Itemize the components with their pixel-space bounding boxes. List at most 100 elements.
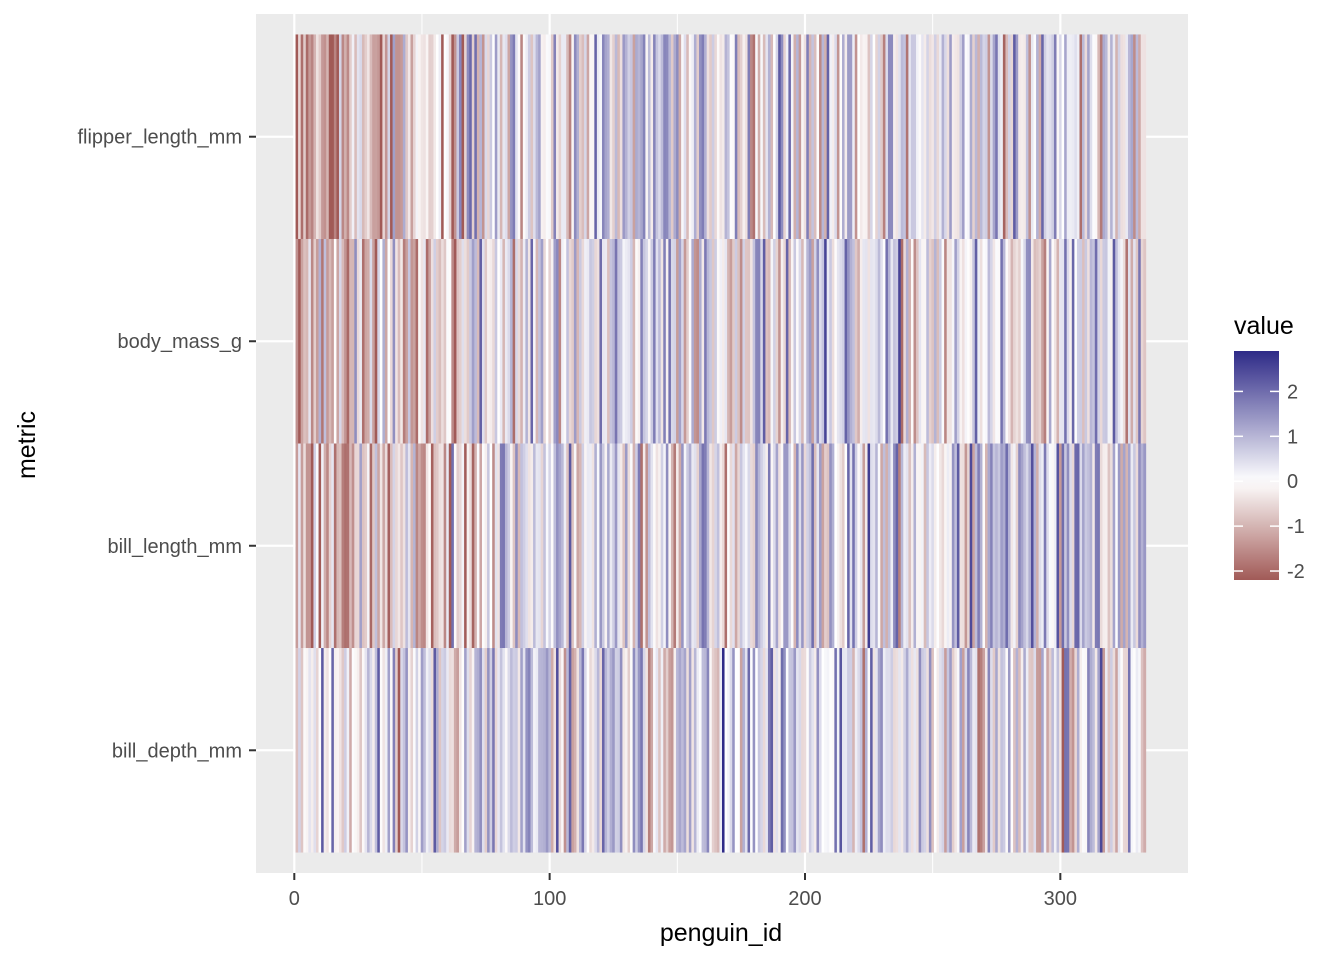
heatmap-tile: [752, 34, 756, 239]
heatmap-tile: [1133, 443, 1136, 649]
heatmap-tile: [1122, 238, 1126, 444]
heatmap-tile: [321, 238, 324, 444]
heatmap-tile: [949, 34, 953, 239]
heatmap-tile: [441, 238, 444, 444]
heatmap-tile: [658, 648, 662, 853]
heatmap-tile: [601, 238, 605, 444]
heatmap-tile: [566, 443, 570, 649]
heatmap-tile: [397, 238, 401, 444]
heatmap-tile: [492, 238, 496, 444]
heatmap-tile: [298, 34, 301, 239]
heatmap-tile: [303, 443, 307, 649]
heatmap-tile: [926, 34, 930, 239]
heatmap-tile: [510, 238, 513, 444]
heatmap-tile: [336, 34, 340, 239]
heatmap-tile: [933, 238, 937, 444]
heatmap-tile: [387, 238, 391, 444]
heatmap-tile: [744, 238, 748, 444]
heatmap-tile: [829, 34, 833, 239]
heatmap-tile: [364, 238, 368, 444]
heatmap-tile: [556, 238, 559, 444]
heatmap-tile: [673, 443, 677, 649]
heatmap-tile: [402, 443, 406, 649]
heatmap-tile: [456, 443, 460, 649]
heatmap-tile: [979, 648, 983, 853]
heatmap-tile: [484, 648, 488, 853]
heatmap-tile: [548, 648, 552, 853]
heatmap-tile: [407, 648, 411, 853]
heatmap-tile: [811, 34, 815, 239]
heatmap-tile: [607, 443, 610, 649]
heatmap-tile: [647, 443, 651, 649]
heatmap-tile: [395, 648, 399, 853]
heatmap-tile: [819, 34, 822, 239]
heatmap-tile: [655, 443, 659, 649]
heatmap-tile: [609, 238, 613, 444]
heatmap-tile: [573, 443, 577, 649]
heatmap-tile: [624, 238, 628, 444]
heatmap-tile: [1025, 648, 1029, 853]
heatmap-tile: [1094, 443, 1098, 649]
heatmap-tile: [997, 34, 1001, 239]
heatmap-tile: [762, 238, 766, 444]
heatmap-tile: [755, 443, 759, 649]
heatmap-tile: [1102, 443, 1106, 649]
heatmap-tile: [824, 648, 827, 853]
heatmap-tile: [1007, 648, 1011, 853]
heatmap-tile: [1110, 443, 1113, 649]
heatmap-tile: [1094, 648, 1098, 853]
heatmap-tile: [829, 238, 833, 444]
heatmap-tile: [1138, 238, 1142, 444]
heatmap-tile: [905, 238, 909, 444]
heatmap-tile: [880, 443, 884, 649]
heatmap-tile: [561, 34, 564, 239]
heatmap-tile: [1092, 648, 1096, 853]
heatmap-tile: [854, 443, 858, 649]
heatmap-tile: [336, 648, 340, 853]
heatmap-tile: [882, 443, 886, 649]
heatmap-tile: [655, 34, 659, 239]
heatmap-tile: [420, 34, 424, 239]
heatmap-tile: [453, 34, 457, 239]
heatmap-tile: [344, 34, 347, 239]
heatmap-tile: [765, 648, 769, 853]
heatmap-tile: [959, 443, 963, 649]
heatmap-tile: [540, 648, 544, 853]
heatmap-tile: [880, 648, 884, 853]
heatmap-tile: [864, 648, 868, 853]
heatmap-tile: [510, 648, 513, 853]
heatmap-tile: [548, 34, 552, 239]
heatmap-tile: [933, 34, 937, 239]
heatmap-tile: [502, 443, 506, 649]
heatmap-tile: [893, 648, 896, 853]
heatmap-tile: [956, 238, 960, 444]
heatmap-tile: [499, 34, 503, 239]
heatmap-tile: [836, 648, 840, 853]
heatmap-tile: [875, 443, 879, 649]
heatmap-tile: [790, 34, 794, 239]
heatmap-tile: [418, 34, 421, 239]
heatmap-tile: [1041, 238, 1045, 444]
heatmap-tile: [591, 238, 595, 444]
heatmap-tile: [813, 648, 817, 853]
heatmap-tile: [921, 443, 925, 649]
heatmap-tile: [834, 34, 838, 239]
heatmap-tile: [1076, 238, 1080, 444]
heatmap-tile: [591, 443, 595, 649]
heatmap-tile: [670, 443, 674, 649]
heatmap-tile: [928, 648, 932, 853]
heatmap-tile: [956, 648, 960, 853]
heatmap-tile: [351, 238, 355, 444]
heatmap-tile: [1097, 443, 1101, 649]
heatmap-tile: [653, 238, 656, 444]
heatmap-tile: [760, 443, 764, 649]
heatmap-tile: [928, 34, 932, 239]
heatmap-tile: [1007, 238, 1011, 444]
heatmap-tile: [778, 238, 782, 444]
heatmap-tile: [688, 34, 692, 239]
heatmap-tile: [535, 648, 539, 853]
heatmap-tile: [1084, 648, 1088, 853]
heatmap-tile: [852, 443, 856, 649]
heatmap-tile: [1099, 648, 1103, 853]
heatmap-tile: [887, 648, 891, 853]
